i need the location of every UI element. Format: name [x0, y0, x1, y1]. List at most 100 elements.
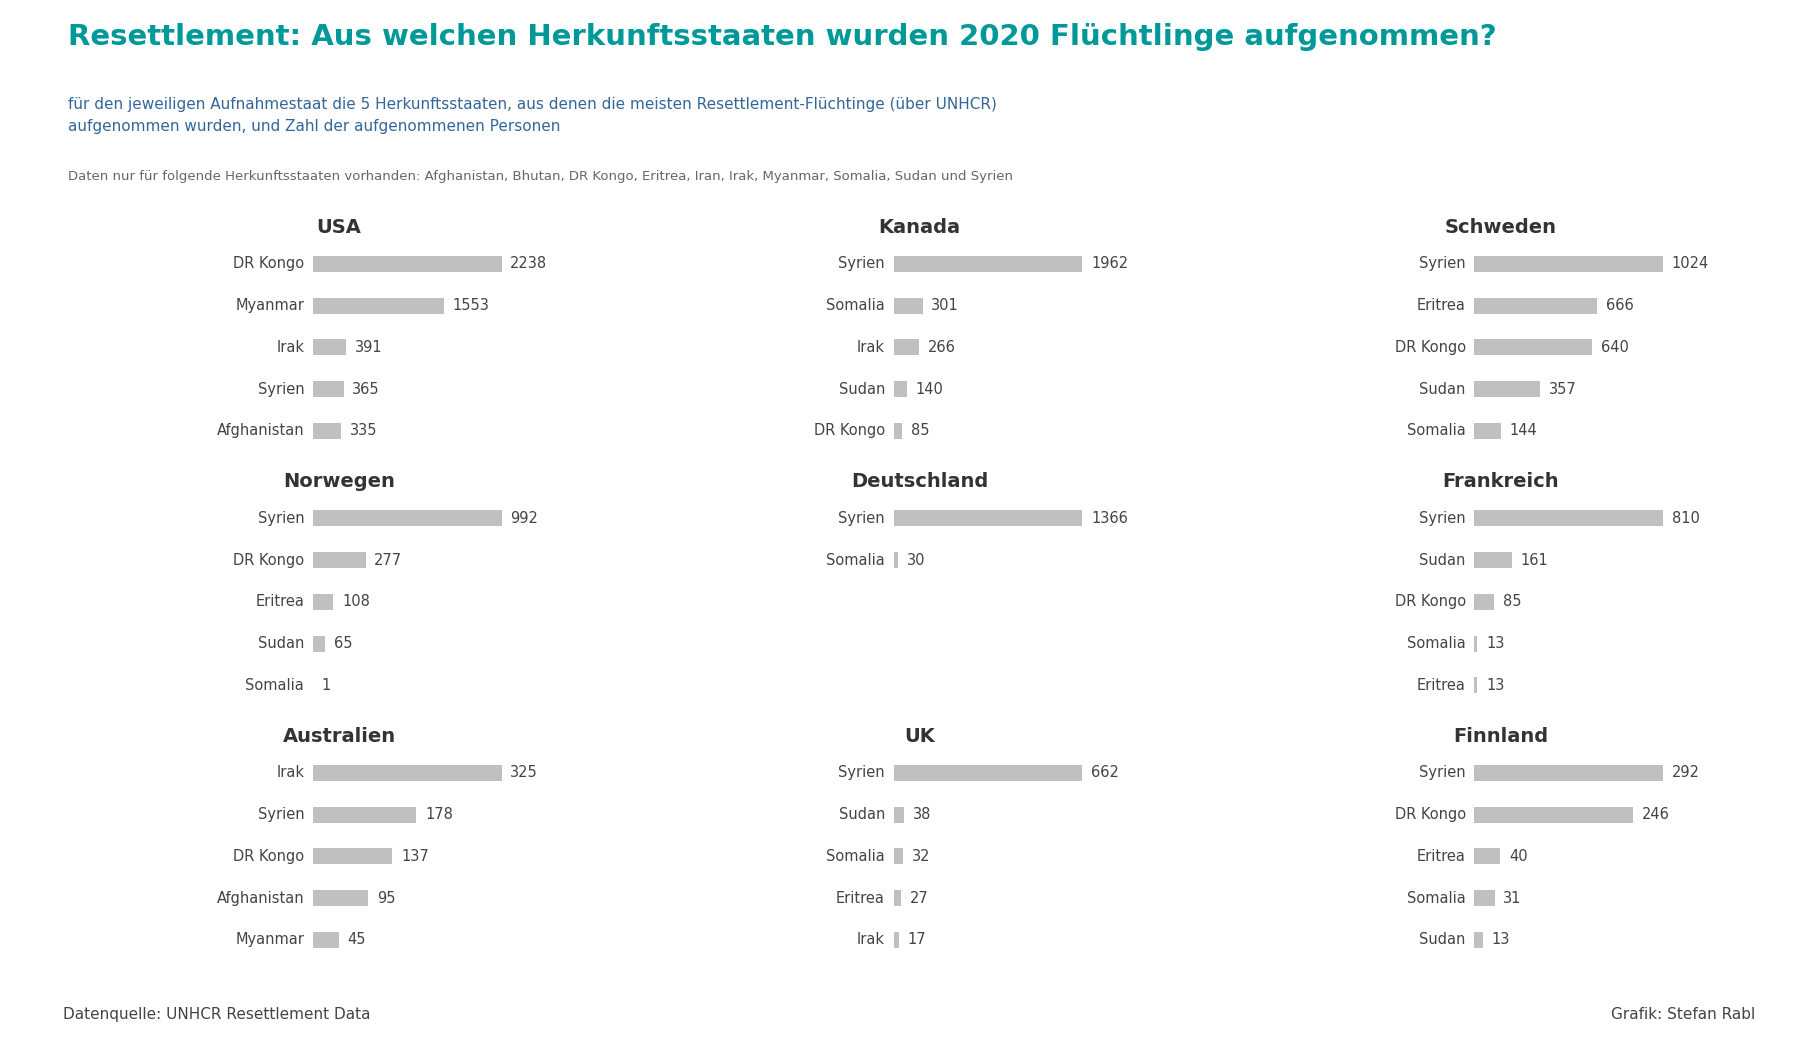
- Text: 365: 365: [353, 381, 380, 397]
- Bar: [893, 510, 1082, 526]
- Text: 27: 27: [911, 890, 929, 905]
- Text: 640: 640: [1602, 340, 1629, 355]
- Text: Irak: Irak: [275, 765, 304, 780]
- Text: 2238: 2238: [511, 256, 547, 272]
- Text: Sudan: Sudan: [839, 381, 886, 397]
- Bar: [313, 931, 338, 948]
- Bar: [1474, 339, 1593, 355]
- Text: DR Kongo: DR Kongo: [232, 552, 304, 568]
- Text: Irak: Irak: [857, 932, 886, 947]
- Text: Irak: Irak: [857, 340, 886, 355]
- Bar: [1474, 298, 1597, 314]
- Bar: [313, 423, 342, 439]
- Text: Syrien: Syrien: [1418, 765, 1465, 780]
- Text: DR Kongo: DR Kongo: [814, 423, 886, 438]
- Bar: [893, 256, 1082, 272]
- Bar: [1474, 552, 1512, 568]
- Text: 30: 30: [907, 552, 925, 568]
- Text: Frankreich: Frankreich: [1442, 472, 1559, 491]
- Text: Sudan: Sudan: [1420, 381, 1465, 397]
- Text: Syrien: Syrien: [839, 256, 886, 272]
- Bar: [313, 890, 367, 906]
- Text: 108: 108: [342, 594, 371, 609]
- Text: Grafik: Stefan Rabl: Grafik: Stefan Rabl: [1611, 1007, 1755, 1022]
- Text: UK: UK: [904, 727, 936, 745]
- Text: Afghanistan: Afghanistan: [216, 423, 304, 438]
- Text: Somalia: Somalia: [826, 552, 886, 568]
- Text: Syrien: Syrien: [839, 765, 886, 780]
- Text: 13: 13: [1492, 932, 1510, 947]
- Text: 810: 810: [1672, 511, 1699, 526]
- Text: 38: 38: [913, 807, 932, 822]
- Text: 85: 85: [1503, 594, 1521, 609]
- Text: Sudan: Sudan: [1420, 552, 1465, 568]
- Text: 140: 140: [916, 381, 943, 397]
- Bar: [1474, 890, 1494, 906]
- Text: Somalia: Somalia: [1408, 636, 1465, 651]
- Bar: [313, 806, 416, 822]
- Text: 137: 137: [401, 848, 428, 864]
- Bar: [313, 298, 445, 314]
- Bar: [313, 552, 365, 568]
- Text: 31: 31: [1503, 890, 1521, 905]
- Bar: [1474, 931, 1483, 948]
- Text: 1024: 1024: [1672, 256, 1710, 272]
- Bar: [1474, 594, 1494, 610]
- Text: Irak: Irak: [275, 340, 304, 355]
- Text: 992: 992: [511, 511, 538, 526]
- Bar: [313, 594, 333, 610]
- Text: 95: 95: [376, 890, 396, 905]
- Bar: [893, 806, 904, 822]
- Bar: [893, 552, 898, 568]
- Bar: [1474, 510, 1663, 526]
- Bar: [893, 931, 898, 948]
- Text: Kanada: Kanada: [878, 217, 961, 236]
- Text: DR Kongo: DR Kongo: [1395, 807, 1465, 822]
- Text: 292: 292: [1672, 765, 1699, 780]
- Bar: [313, 381, 344, 397]
- Text: 662: 662: [1091, 765, 1120, 780]
- Text: 666: 666: [1606, 298, 1634, 313]
- Text: Syrien: Syrien: [1418, 511, 1465, 526]
- Text: 65: 65: [335, 636, 353, 651]
- Bar: [313, 510, 502, 526]
- Bar: [1474, 806, 1633, 822]
- Bar: [1474, 635, 1478, 651]
- Text: Sudan: Sudan: [839, 807, 886, 822]
- Bar: [313, 848, 392, 864]
- Text: Schweden: Schweden: [1445, 217, 1557, 236]
- Text: Resettlement: Aus welchen Herkunftsstaaten wurden 2020 Flüchtlinge aufgenommen?: Resettlement: Aus welchen Herkunftsstaat…: [68, 23, 1498, 51]
- Bar: [893, 848, 904, 864]
- Text: Somalia: Somalia: [826, 298, 886, 313]
- Text: Finnland: Finnland: [1453, 727, 1548, 745]
- Text: DR Kongo: DR Kongo: [1395, 340, 1465, 355]
- Text: 357: 357: [1550, 381, 1577, 397]
- Text: Syrien: Syrien: [257, 381, 304, 397]
- Bar: [1474, 677, 1478, 693]
- Text: 178: 178: [425, 807, 454, 822]
- Text: 246: 246: [1642, 807, 1670, 822]
- Text: Syrien: Syrien: [257, 511, 304, 526]
- Text: 32: 32: [911, 848, 931, 864]
- Bar: [893, 381, 907, 397]
- Text: Somalia: Somalia: [826, 848, 886, 864]
- Text: Syrien: Syrien: [1418, 256, 1465, 272]
- Bar: [893, 423, 902, 439]
- Text: 335: 335: [349, 423, 378, 438]
- Text: 1962: 1962: [1091, 256, 1129, 272]
- Text: Somalia: Somalia: [1408, 890, 1465, 905]
- Text: DR Kongo: DR Kongo: [232, 256, 304, 272]
- Text: Eritrea: Eritrea: [1417, 678, 1465, 693]
- Text: 301: 301: [931, 298, 959, 313]
- Text: 17: 17: [907, 932, 925, 947]
- Text: Datenquelle: UNHCR Resettlement Data: Datenquelle: UNHCR Resettlement Data: [63, 1007, 371, 1022]
- Text: Afghanistan: Afghanistan: [216, 890, 304, 905]
- Bar: [893, 298, 923, 314]
- Text: Syrien: Syrien: [257, 807, 304, 822]
- Text: Somalia: Somalia: [1408, 423, 1465, 438]
- Text: Norwegen: Norwegen: [283, 472, 394, 491]
- Bar: [313, 256, 502, 272]
- Text: 277: 277: [374, 552, 403, 568]
- Bar: [893, 764, 1082, 781]
- Text: 45: 45: [347, 932, 365, 947]
